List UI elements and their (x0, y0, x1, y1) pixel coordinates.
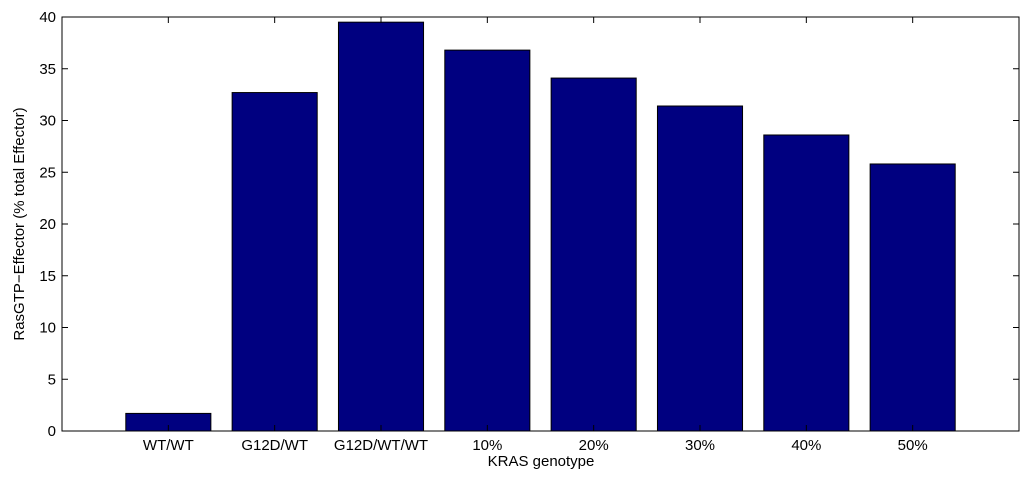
y-tick-label: 15 (39, 268, 56, 285)
y-tick-label: 30 (39, 113, 56, 130)
x-tick-label: G12D/WT (241, 437, 308, 454)
x-tick-label: WT/WT (143, 437, 194, 454)
y-tick-label: 25 (39, 164, 56, 181)
x-tick-label: 30% (685, 437, 715, 454)
x-tick-label: 50% (898, 437, 928, 454)
bar (231, 92, 318, 432)
bar (869, 163, 956, 432)
bar (550, 77, 637, 432)
plot-frame (61, 16, 1020, 432)
y-tick-label: 35 (39, 61, 56, 78)
y-tick-label: 5 (48, 371, 56, 388)
bar (763, 134, 850, 432)
y-tick-label: 0 (48, 423, 56, 440)
bar (337, 21, 425, 432)
x-tick-label: 20% (579, 437, 609, 454)
y-tick-label: 10 (39, 320, 56, 337)
bar (656, 105, 744, 432)
x-tick-label: G12D/WT/WT (334, 437, 428, 454)
x-axis-label: KRAS genotype (488, 453, 595, 470)
y-axis-label: RasGTP−Effector (% total Effector) (11, 107, 28, 340)
y-tick-label: 20 (39, 216, 56, 233)
bar (444, 49, 531, 432)
x-tick-label: 10% (472, 437, 502, 454)
y-tick-label: 40 (39, 9, 56, 26)
x-tick-label: 40% (791, 437, 821, 454)
